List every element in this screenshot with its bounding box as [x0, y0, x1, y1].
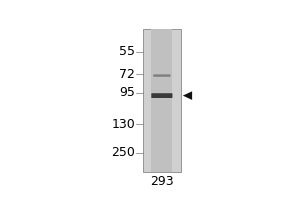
Text: 130: 130 — [111, 118, 135, 131]
Bar — [152, 29, 172, 172]
Text: 95: 95 — [119, 86, 135, 99]
Text: 55: 55 — [119, 45, 135, 58]
Bar — [143, 29, 181, 172]
FancyBboxPatch shape — [153, 74, 170, 77]
FancyBboxPatch shape — [151, 93, 172, 98]
Polygon shape — [183, 91, 192, 100]
Text: 72: 72 — [119, 68, 135, 81]
Text: 250: 250 — [111, 146, 135, 159]
Text: 293: 293 — [150, 175, 174, 188]
